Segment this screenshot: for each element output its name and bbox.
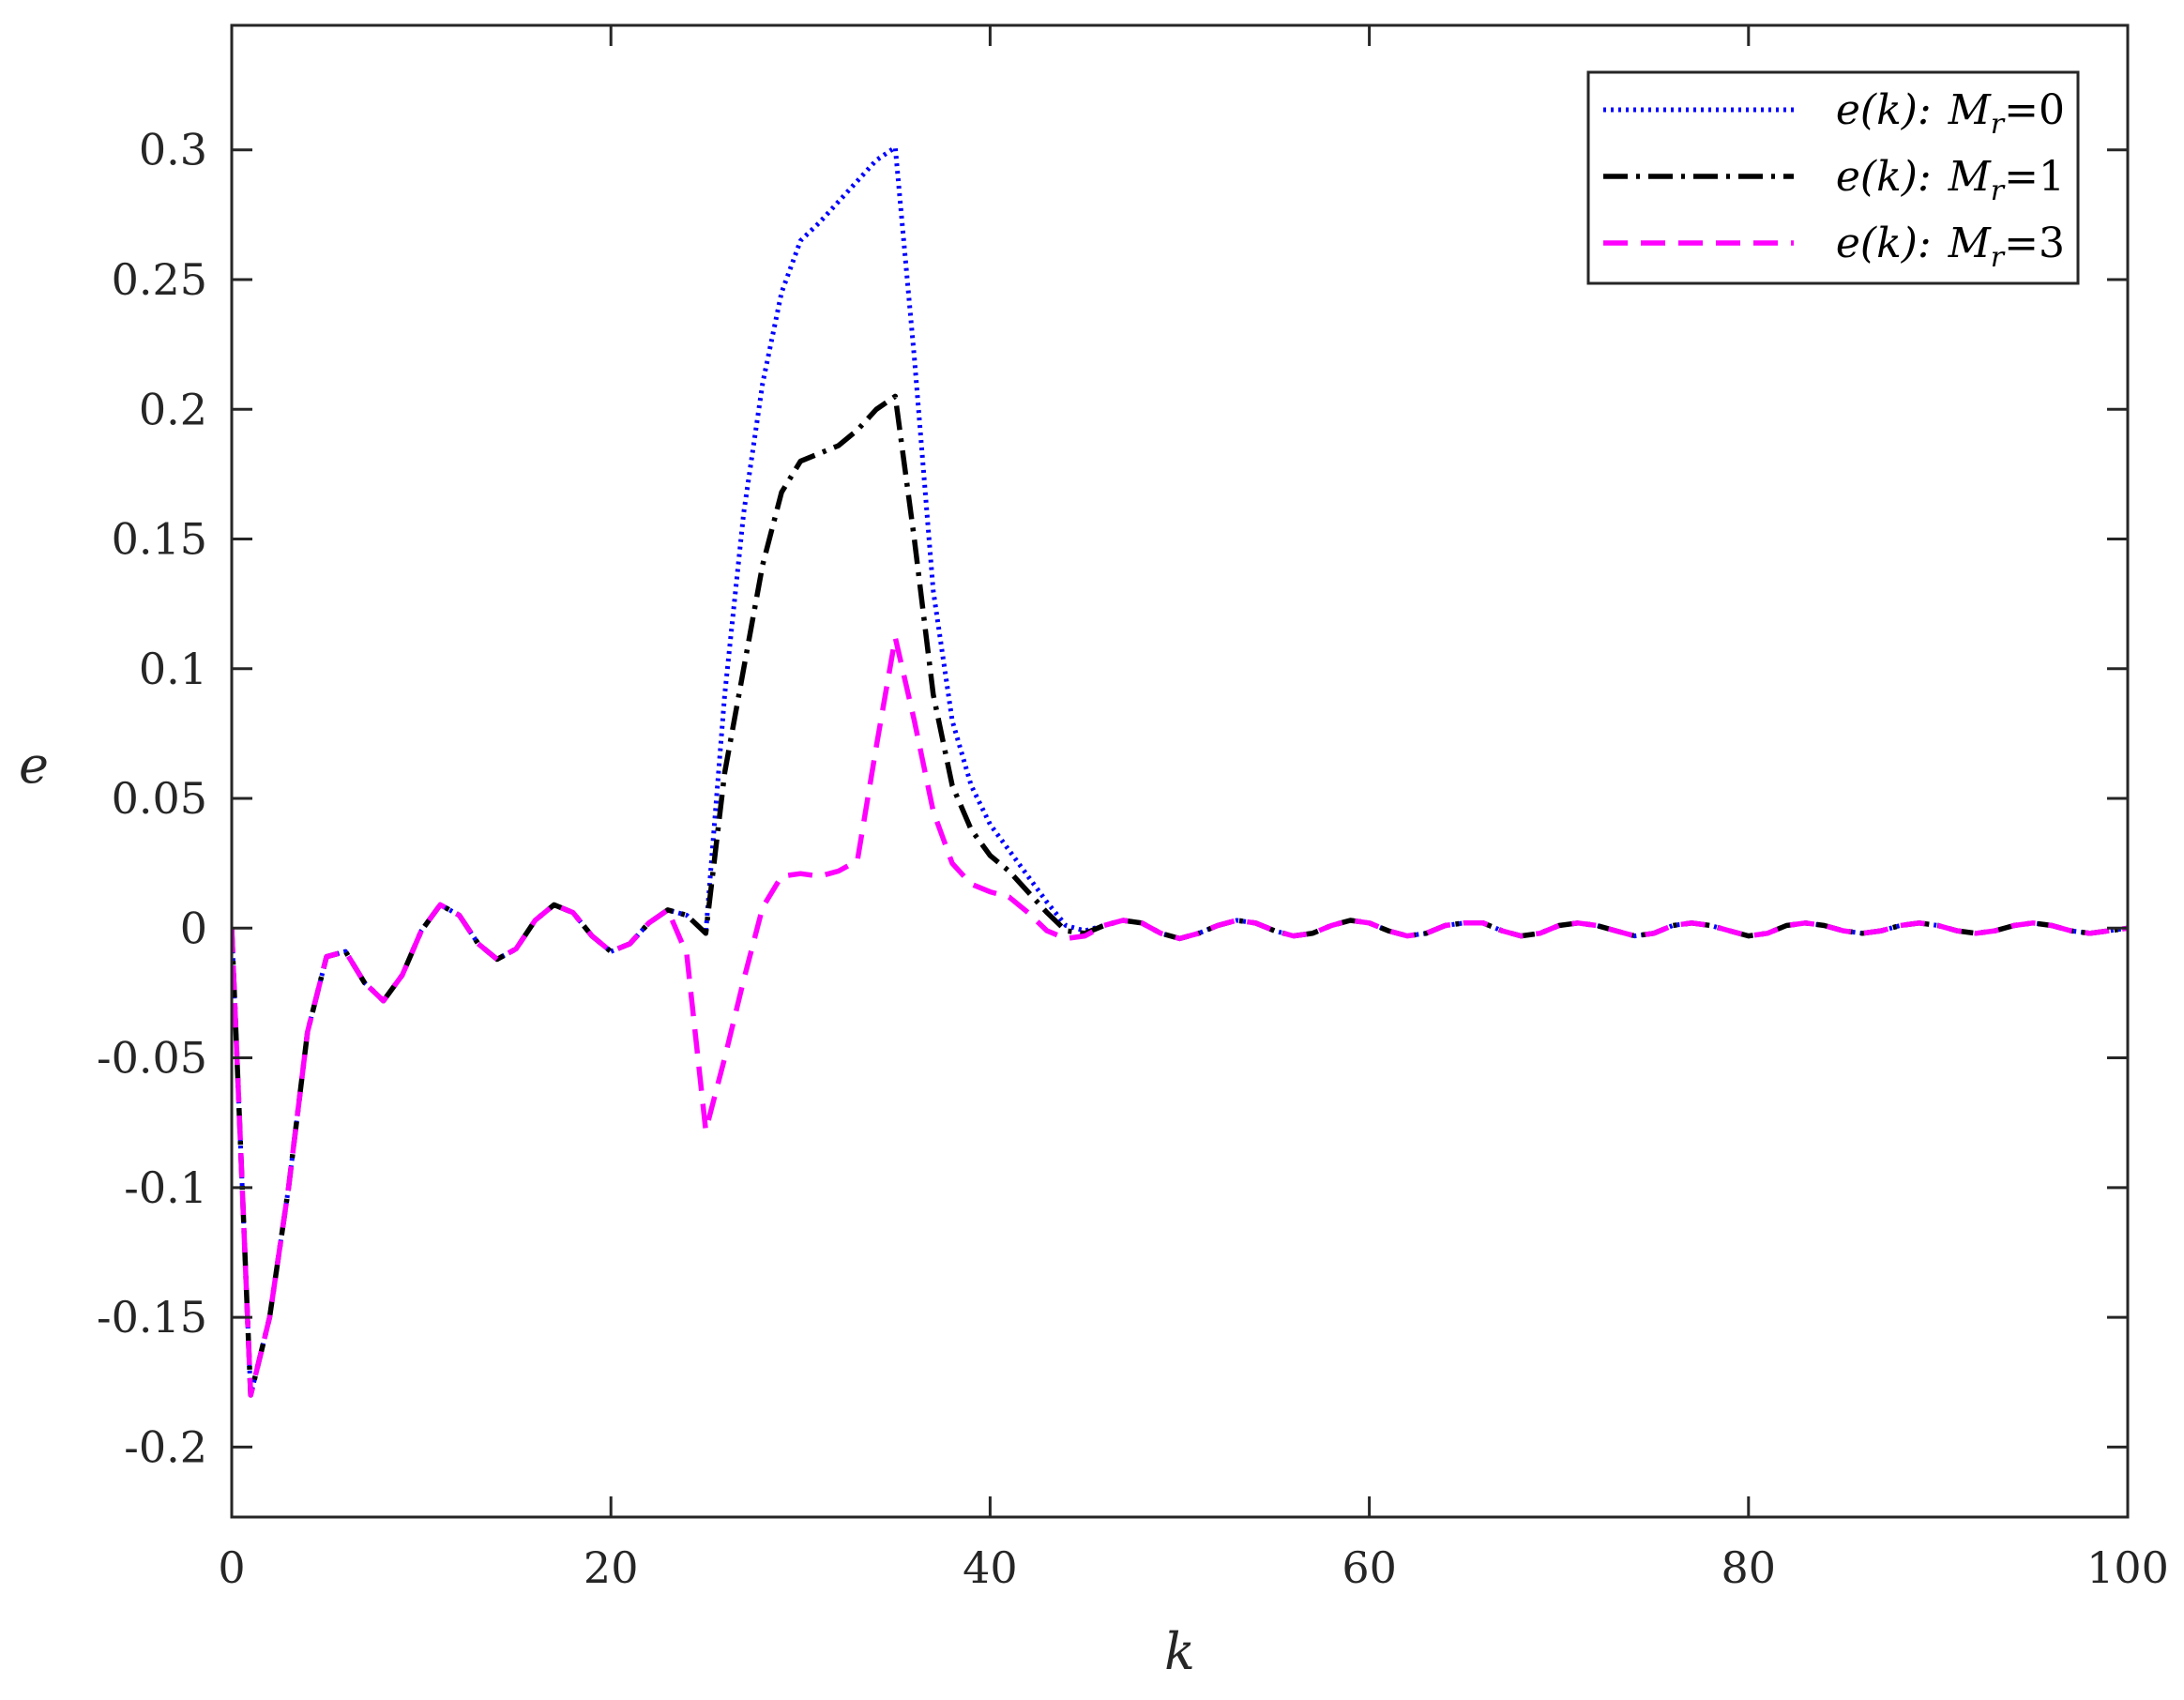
y-tick-label: 0 — [180, 903, 207, 953]
y-tick-label: 0.2 — [139, 384, 207, 434]
x-axis-label: k — [1164, 1622, 1195, 1681]
legend-label-var: M — [1948, 220, 1992, 267]
legend-label-var: M — [1948, 153, 1992, 201]
x-tick-label: 0 — [218, 1542, 245, 1593]
y-tick-label: -0.2 — [124, 1421, 207, 1472]
legend-label-2: e(k): Mr=3 — [1836, 220, 2065, 274]
axes-frame — [230, 23, 2130, 1519]
legend-label-value: =3 — [2004, 220, 2065, 267]
y-tick-label: -0.15 — [97, 1292, 207, 1343]
y-tick-label: 0.3 — [139, 125, 207, 175]
y-tick-label: 0.25 — [112, 254, 207, 305]
x-tick-label: 40 — [963, 1542, 1018, 1593]
legend-label-1: e(k): Mr=1 — [1836, 153, 2065, 207]
y-tick-label: 0.05 — [112, 773, 207, 824]
legend-label-value: =0 — [2004, 86, 2065, 134]
legend-label-prefix: e(k): — [1836, 220, 1932, 267]
legend: e(k): Mr=0e(k): Mr=1e(k): Mr=3 — [1586, 70, 2080, 285]
series-layer — [232, 144, 2128, 1398]
y-tick-label: -0.05 — [97, 1033, 207, 1084]
legend-label-sub: r — [1991, 108, 2006, 141]
y-tick-label: 0.15 — [112, 514, 207, 565]
legend-label-var: M — [1948, 86, 1992, 134]
x-tick-label: 60 — [1342, 1542, 1397, 1593]
legend-label-value: =1 — [2004, 153, 2065, 201]
legend-label-prefix: e(k): — [1836, 86, 1932, 134]
y-axis-label: e — [19, 736, 49, 795]
x-tick-label: 100 — [2086, 1542, 2169, 1593]
legend-label-sub: r — [1991, 241, 2006, 274]
y-tick-label: -0.1 — [124, 1162, 207, 1213]
x-tick-label: 20 — [584, 1542, 639, 1593]
series-line-2 — [232, 634, 2128, 1398]
legend-label-0: e(k): Mr=0 — [1836, 86, 2065, 141]
y-tick-label: 0.1 — [139, 644, 207, 694]
tick-layer: 0 20 40 60 80 100 -0.2 -0.15 -0.1 -0.05 0 0.05 0.1 0.… — [97, 25, 2169, 1593]
x-tick-label: 80 — [1721, 1542, 1777, 1593]
legend-label-sub: r — [1991, 175, 2006, 207]
legend-label-prefix: e(k): — [1836, 153, 1932, 201]
